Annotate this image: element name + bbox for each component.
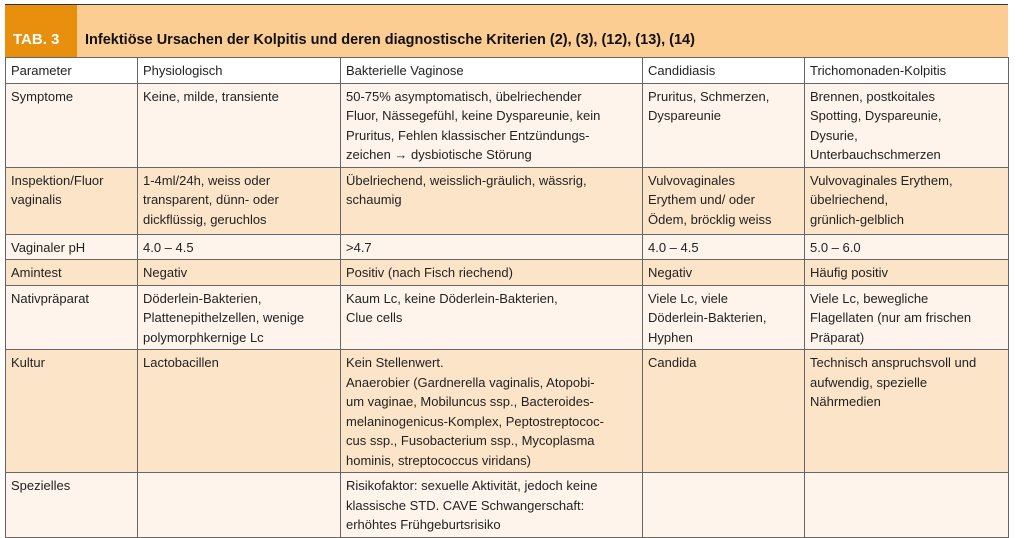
table-cell: >4.7 <box>340 233 643 260</box>
table-row: Vaginaler pH 4.0 – 4.5 >4.7 4.0 – 4.5 5.0 – … <box>5 233 1009 260</box>
table-row: Spezielles Risikofaktor: sexuelle Aktivit… <box>5 472 1009 538</box>
row-label-cell: Vaginaler pH <box>5 233 138 260</box>
table-cell: Negativ <box>642 259 805 286</box>
table-cell: 4.0 – 4.5 <box>137 233 341 260</box>
row-label-cell: Nativpräparat <box>5 284 138 350</box>
row-label-cell: Kultur <box>5 349 138 473</box>
header-cell: Parameter <box>5 57 138 84</box>
header-row: Parameter Physiologisch Bakterielle Vagi… <box>5 57 1009 84</box>
table-cell: Brennen, postkoitales Spotting, Dyspareu… <box>804 82 1009 168</box>
table-cell <box>804 472 1009 538</box>
table-cell: 4.0 – 4.5 <box>642 233 805 260</box>
table-row: Nativpräparat Döderlein-Bakterien, Platte… <box>5 284 1009 350</box>
table-row: Symptome Keine, milde, transiente 50-75% a… <box>5 82 1009 168</box>
table-cell <box>137 472 341 538</box>
table-cell: Keine, milde, transiente <box>137 82 341 168</box>
table-cell: 5.0 – 6.0 <box>804 233 1009 260</box>
table-cell: Kein Stellenwert. Anaerobier (Gardnerell… <box>340 349 643 473</box>
table-cell: Döderlein-Bakterien, Plattenepithelzelle… <box>137 284 341 350</box>
table-cell: Negativ <box>137 259 341 286</box>
table-cell: Candida <box>642 349 805 473</box>
table-row: Amintest Negativ Positiv (nach Fisch riech… <box>5 259 1009 286</box>
table-cell: Lactobacillen <box>137 349 341 473</box>
header-cell: Trichomonaden-Kolpitis <box>804 57 1009 84</box>
table-cell: 50-75% asymptomatisch, übelriechender Fl… <box>340 82 643 168</box>
table-cell: Vulvovaginales Erythem und/ oder Ödem, b… <box>642 166 805 235</box>
table-cell: Pruritus, Schmerzen, Dyspareunie <box>642 82 805 168</box>
row-label-cell: Symptome <box>5 82 138 168</box>
table-cell <box>642 472 805 538</box>
row-label-cell: Amintest <box>5 259 138 286</box>
table-row: Kultur Lactobacillen Kein Stellenwert. Ana… <box>5 349 1009 473</box>
table-title-bar: TAB. 3 Infektiöse Ursachen der Kolpitis … <box>5 5 1008 57</box>
top-rule <box>5 4 1008 5</box>
table-cell: Häufig positiv <box>804 259 1009 286</box>
table-cell: 1-4ml/24h, weiss oder transparent, dünn-… <box>137 166 341 235</box>
table-container: TAB. 3 Infektiöse Ursachen der Kolpitis … <box>5 4 1009 538</box>
header-cell: Candidiasis <box>642 57 805 84</box>
table-title: Infektiöse Ursachen der Kolpitis und der… <box>85 32 695 48</box>
table-cell: Kaum Lc, keine Döderlein-Bakterien, Clue… <box>340 284 643 350</box>
table-cell: Viele Lc, bewegliche Flagellaten (nur am… <box>804 284 1009 350</box>
row-label-cell: Spezielles <box>5 472 138 538</box>
table-number: TAB. 3 <box>5 5 77 57</box>
table-cell: Vulvovaginales Erythem, übelriechend, gr… <box>804 166 1009 235</box>
table-cell: Positiv (nach Fisch riechend) <box>340 259 643 286</box>
table-cell: Viele Lc, viele Döderlein-Bakterien, Hyp… <box>642 284 805 350</box>
table-cell: Risikofaktor: sexuelle Aktivität, jedoch… <box>340 472 643 538</box>
header-cell: Bakterielle Vaginose <box>340 57 643 84</box>
row-label-cell: Inspektion/Fluor vaginalis <box>5 166 138 235</box>
table-cell: Übelriechend, weisslich-gräulich, wässri… <box>340 166 643 235</box>
table-cell: Technisch anspruchsvoll und aufwendig, s… <box>804 349 1009 473</box>
header-cell: Physiologisch <box>137 57 341 84</box>
diagnostic-table: Parameter Physiologisch Bakterielle Vagi… <box>5 57 1009 538</box>
table-row: Inspektion/Fluor vaginalis 1-4ml/24h, wei… <box>5 166 1009 235</box>
